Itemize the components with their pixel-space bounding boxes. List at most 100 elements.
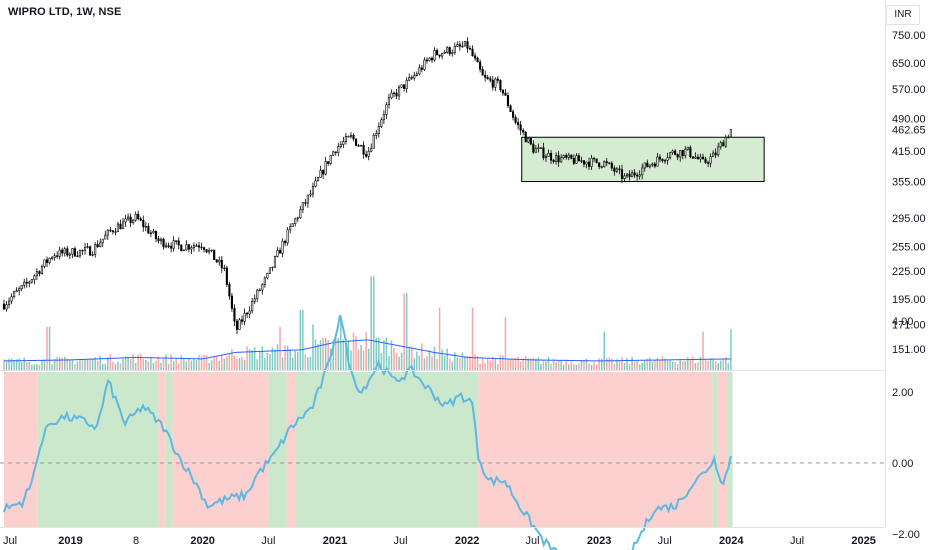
volume-bar [124,356,127,370]
indicator-line[interactable] [3,315,732,550]
candle-body [413,75,416,79]
candle-body [83,246,87,251]
candle-body [590,157,593,167]
volume-bar [286,345,289,370]
candle-body [38,271,41,274]
candle-body [342,141,345,145]
volume-bar [137,354,139,370]
volume-bar [557,360,560,370]
volume-bar [714,361,717,370]
candle-body [420,67,423,70]
price-tick-label: 462.65 [892,125,926,137]
volume-bar [365,332,367,370]
candle-body [656,156,659,167]
candle-body [555,155,558,162]
candle-body [339,144,342,147]
candle-body [509,105,512,112]
volume-bar [64,356,66,370]
regime-band-bull [712,372,718,527]
volume-bar [372,276,375,370]
volume-bar [383,340,385,370]
volume-bar [31,364,33,370]
candle-body [527,137,530,143]
volume-bar [94,357,96,370]
candle-body [238,319,241,330]
regime-band-bear [717,372,727,527]
candle-body [438,54,441,57]
volume-bar [15,359,18,370]
volume-bar [578,363,580,370]
volume-bar [183,357,185,370]
candle-body [89,246,92,256]
candle-body [314,180,317,187]
volume-bar [410,346,413,370]
indicator-pane[interactable] [0,315,885,550]
volume-ma-line [3,339,731,362]
candle-body [436,50,439,56]
candle-body [354,138,358,146]
volume-bar [322,337,324,370]
volume-bar [428,350,431,370]
candle-body [514,117,517,123]
volume-bar [702,331,704,370]
volume-bar [36,364,38,370]
candle-body [276,250,279,257]
candle-body [365,153,368,157]
volume-bar [600,358,603,370]
candle-body [722,142,725,147]
price-tick-label: 225.00 [892,266,926,278]
volume-bar [355,336,357,370]
candle-body [63,248,66,254]
volume-bar [71,359,74,370]
volume-bar [193,359,195,370]
candle-body [357,145,360,147]
volume-bar [560,361,562,370]
volume-bar [443,355,446,370]
volume-bar [74,364,76,370]
volume-bar [26,362,28,370]
candle-body [724,136,727,147]
price-pane[interactable] [2,37,765,335]
volume-bar [398,356,400,370]
candle-body [423,59,426,70]
candle-body [600,166,603,168]
candle-body [641,167,644,176]
candle-body [534,148,537,153]
candle-body [246,312,249,315]
volume-bar [717,363,719,370]
candle-body [468,48,472,50]
candle-body [392,92,396,95]
candle-body [552,159,555,162]
candle-body [187,244,190,250]
candle-body [253,298,256,302]
volume-bar [58,357,61,370]
candle-body [35,271,38,277]
price-tick-label: 171.00 [892,320,926,332]
candle-body [251,301,254,312]
volume-bar [530,358,532,370]
candle-body [719,142,722,148]
currency-button[interactable]: INR [886,5,920,25]
candle-body [291,223,294,227]
candle-body [71,248,74,255]
volume-bar [725,357,727,370]
volume-bar [727,363,730,370]
volume-bar [608,357,611,370]
candle-body [296,217,299,220]
candle-body [78,249,82,257]
volume-bar [719,360,722,370]
volume-bar [352,332,355,370]
volume-bar [593,362,595,370]
candle-body [294,218,297,224]
volume-bar [451,361,454,370]
volume-bar [681,361,684,370]
volume-bar [165,354,167,370]
volume-bar [689,359,692,370]
time-tick-label: Jul [3,535,17,547]
volume-bar [431,356,433,370]
volume-bar [170,354,172,370]
candle-body [327,161,330,164]
candle-body [220,259,223,269]
candle-body [58,249,61,257]
